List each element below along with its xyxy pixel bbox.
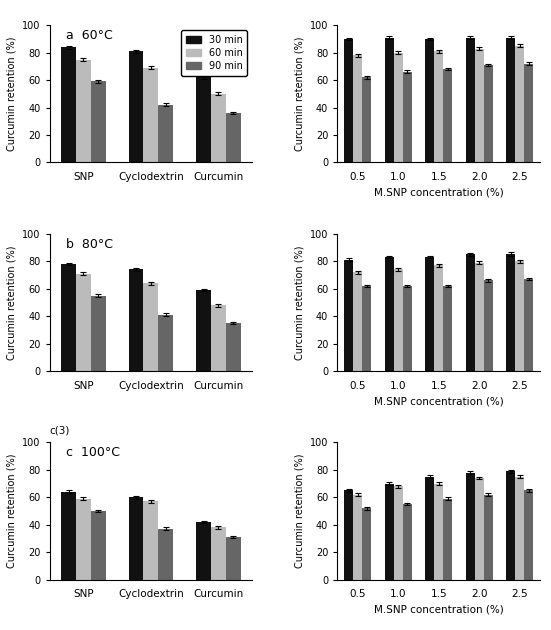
Bar — [143, 501, 158, 580]
Bar — [158, 105, 173, 163]
Y-axis label: Curcumin retention (%): Curcumin retention (%) — [294, 454, 304, 568]
Bar — [128, 497, 143, 580]
Bar — [158, 529, 173, 580]
Bar — [393, 270, 403, 371]
Bar — [128, 270, 143, 371]
Y-axis label: Curcumin retention (%): Curcumin retention (%) — [7, 454, 17, 568]
Bar — [434, 484, 443, 580]
Bar — [515, 46, 524, 163]
Bar — [196, 522, 211, 580]
Y-axis label: Curcumin retention (%): Curcumin retention (%) — [7, 245, 17, 360]
Bar — [362, 508, 371, 580]
Bar — [403, 72, 412, 163]
Bar — [515, 477, 524, 580]
Bar — [91, 295, 106, 371]
Bar — [353, 55, 362, 163]
Bar — [362, 286, 371, 371]
Bar — [425, 39, 434, 163]
Bar — [158, 315, 173, 371]
Bar — [524, 279, 533, 371]
Bar — [484, 65, 493, 163]
Bar — [196, 290, 211, 371]
Bar — [385, 484, 393, 580]
Bar — [91, 511, 106, 580]
Bar — [91, 81, 106, 163]
Bar — [506, 255, 515, 371]
Bar — [434, 265, 443, 371]
Bar — [353, 272, 362, 371]
Text: c(3): c(3) — [50, 426, 70, 436]
Bar — [393, 53, 403, 163]
X-axis label: M.SNP concentration (%): M.SNP concentration (%) — [374, 188, 504, 198]
Bar — [344, 39, 353, 163]
Bar — [143, 68, 158, 163]
Bar — [475, 49, 484, 163]
Bar — [515, 261, 524, 371]
Bar — [362, 77, 371, 163]
Y-axis label: Curcumin retention (%): Curcumin retention (%) — [294, 245, 304, 360]
Bar — [128, 51, 143, 163]
Bar — [385, 38, 393, 163]
Text: b  80°C: b 80°C — [66, 238, 113, 251]
Bar — [143, 284, 158, 371]
Bar — [475, 263, 484, 371]
Text: c  100°C: c 100°C — [66, 447, 120, 459]
Bar — [76, 273, 91, 371]
Bar — [76, 59, 91, 163]
Bar — [443, 286, 452, 371]
Bar — [226, 113, 241, 163]
Bar — [226, 537, 241, 580]
Bar — [211, 527, 226, 580]
Bar — [226, 323, 241, 371]
Bar — [466, 38, 475, 163]
Y-axis label: Curcumin retention (%): Curcumin retention (%) — [7, 37, 17, 151]
Bar — [196, 77, 211, 163]
Bar — [524, 64, 533, 163]
Bar — [484, 280, 493, 371]
Bar — [425, 477, 434, 580]
Bar — [385, 257, 393, 371]
Bar — [475, 478, 484, 580]
Text: a  60°C: a 60°C — [66, 30, 112, 42]
Bar — [61, 264, 76, 371]
X-axis label: M.SNP concentration (%): M.SNP concentration (%) — [374, 605, 504, 615]
Bar — [443, 498, 452, 580]
Bar — [484, 495, 493, 580]
Bar — [443, 69, 452, 163]
Bar — [425, 257, 434, 371]
Bar — [403, 286, 412, 371]
Bar — [353, 495, 362, 580]
Bar — [403, 504, 412, 580]
Bar — [211, 94, 226, 163]
Legend: 30 min, 60 min, 90 min: 30 min, 60 min, 90 min — [181, 30, 247, 76]
Y-axis label: Curcumin retention (%): Curcumin retention (%) — [294, 37, 304, 151]
Bar — [211, 305, 226, 371]
Bar — [61, 492, 76, 580]
Bar — [524, 490, 533, 580]
X-axis label: M.SNP concentration (%): M.SNP concentration (%) — [374, 396, 504, 406]
Bar — [76, 498, 91, 580]
Bar — [506, 38, 515, 163]
Bar — [61, 47, 76, 163]
Bar — [434, 51, 443, 163]
Bar — [466, 472, 475, 580]
Bar — [344, 260, 353, 371]
Bar — [393, 486, 403, 580]
Bar — [466, 255, 475, 371]
Bar — [344, 490, 353, 580]
Bar — [506, 471, 515, 580]
